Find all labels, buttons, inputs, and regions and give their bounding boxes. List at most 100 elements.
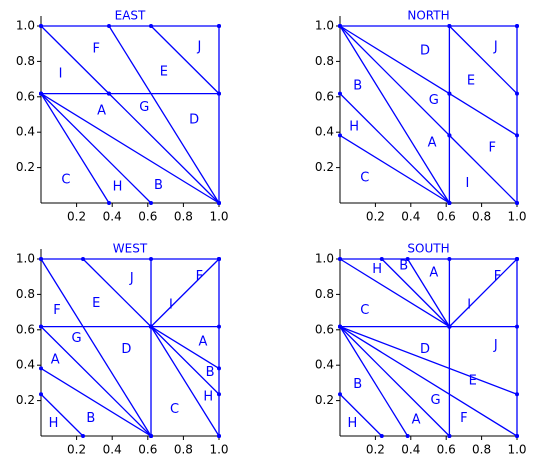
- vertex: [379, 434, 384, 438]
- segment: [339, 25, 450, 204]
- segment: [40, 25, 110, 95]
- vertex: [338, 91, 342, 96]
- region-label: H: [372, 262, 382, 277]
- region-label: A: [51, 352, 60, 367]
- y-tick-label: 0.2: [16, 160, 35, 174]
- x-tick-label: 1.0: [209, 210, 228, 224]
- y-tick-label: 0.2: [16, 393, 35, 407]
- x-tick-label: 0.2: [366, 443, 385, 457]
- region-label: C: [360, 171, 369, 186]
- region-label: F: [92, 42, 99, 57]
- region-label: I: [59, 66, 63, 81]
- segment: [339, 326, 409, 437]
- x-tick-label: 0.4: [103, 443, 122, 457]
- region-label: D: [189, 112, 199, 127]
- segment: [339, 326, 450, 437]
- region-label: A: [429, 266, 438, 281]
- segment: [40, 93, 220, 204]
- segment: [150, 25, 220, 95]
- region-label: B: [86, 411, 95, 426]
- vertex: [39, 324, 43, 329]
- region-label: J: [493, 338, 498, 353]
- segment: [150, 326, 220, 395]
- vertex: [515, 257, 519, 261]
- x-tick-label: 0.8: [174, 443, 193, 457]
- region-label: J: [493, 40, 498, 55]
- region-label: H: [203, 390, 213, 405]
- region-label: D: [121, 342, 131, 357]
- y-tick-label: 0.4: [16, 358, 35, 372]
- y-tick-label: 0.4: [315, 358, 334, 372]
- vertex: [217, 324, 221, 329]
- x-tick-label: 0.8: [174, 210, 193, 224]
- region-label: F: [488, 141, 495, 156]
- vertex: [447, 133, 452, 138]
- segment: [40, 326, 152, 437]
- vertex: [515, 324, 519, 329]
- segment: [339, 25, 450, 136]
- segment: [108, 25, 220, 204]
- y-tick-label: 1.0: [315, 19, 334, 33]
- region-label: E: [160, 65, 168, 80]
- vertex: [217, 201, 221, 205]
- region-label: A: [412, 413, 421, 428]
- region-label: F: [494, 269, 501, 284]
- y-tick-label: 0.8: [315, 287, 334, 301]
- vertex: [515, 91, 519, 96]
- vertex: [106, 91, 111, 96]
- x-tick-label: 0.6: [138, 210, 157, 224]
- vertex: [149, 24, 154, 28]
- segment: [448, 25, 518, 95]
- region-label: H: [49, 416, 59, 431]
- y-tick-label: 0.6: [16, 322, 35, 336]
- region-label: C: [170, 402, 179, 417]
- vertex: [149, 257, 154, 261]
- vertex: [217, 366, 221, 371]
- region-label: G: [429, 93, 439, 108]
- segment: [448, 134, 518, 204]
- segment: [40, 367, 152, 437]
- vertex: [81, 257, 86, 261]
- y-tick-label: 0.8: [16, 54, 35, 68]
- region-label: H: [347, 416, 357, 431]
- y-tick-label: 0.4: [315, 125, 334, 139]
- region-label: G: [139, 100, 149, 115]
- vertex: [447, 257, 452, 261]
- vertex: [217, 392, 221, 397]
- y-tick-label: 1.0: [315, 252, 334, 266]
- region-label: B: [399, 259, 408, 274]
- segment: [150, 258, 220, 328]
- segment: [448, 258, 518, 328]
- region-label: F: [460, 411, 467, 426]
- segment: [82, 258, 152, 328]
- region-label: C: [360, 303, 369, 318]
- vertex: [515, 133, 519, 138]
- x-tick-label: 0.2: [366, 210, 385, 224]
- y-tick-label: 0.2: [315, 160, 334, 174]
- vertex: [81, 434, 86, 438]
- segment: [108, 93, 220, 204]
- region-label: B: [154, 178, 163, 193]
- vertex: [447, 24, 452, 28]
- region-label: F: [53, 303, 60, 318]
- panel: EAST 0.2 0.4 0.6 0.8 1.0 0.2 0.4 0.6 0.8 1.0 F J I E A G…: [16, 9, 229, 224]
- vertex: [405, 434, 410, 438]
- segment: [407, 258, 450, 327]
- segment: [40, 93, 152, 204]
- region-label: E: [469, 374, 477, 389]
- region-label: I: [467, 298, 471, 313]
- segment: [150, 326, 220, 369]
- segment: [339, 326, 518, 395]
- region-label: B: [353, 377, 362, 392]
- vertex: [338, 133, 342, 138]
- x-tick-label: 0.8: [472, 210, 491, 224]
- vertex: [338, 324, 342, 329]
- segment: [339, 25, 450, 95]
- vertex: [338, 392, 342, 397]
- x-tick-label: 0.8: [472, 443, 491, 457]
- vertex: [405, 257, 410, 261]
- vertex: [338, 24, 342, 28]
